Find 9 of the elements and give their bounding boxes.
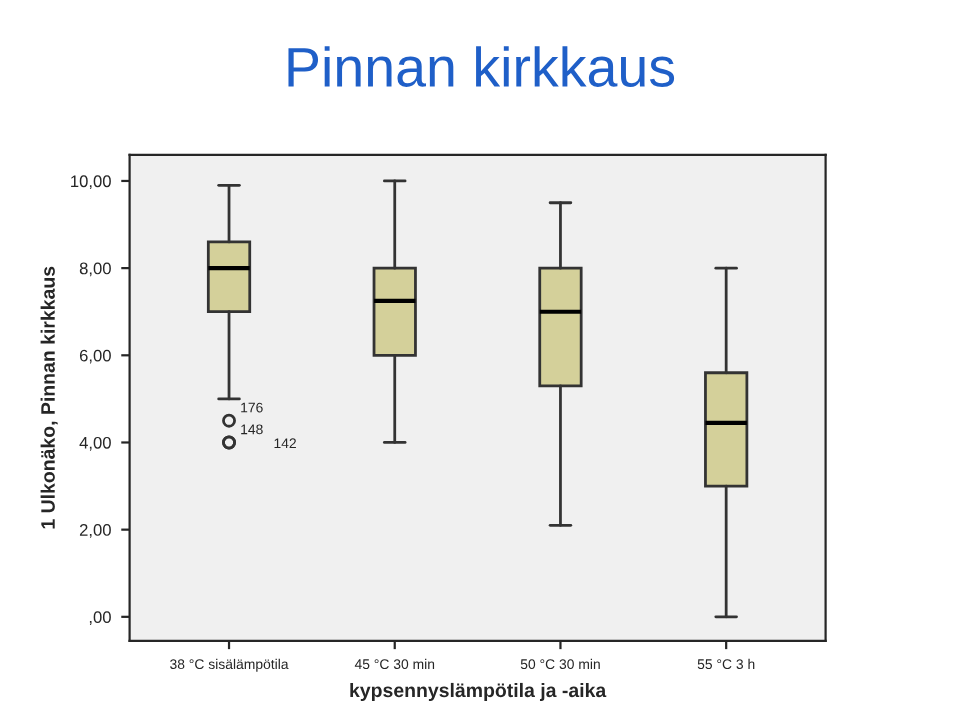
y-tick-label: 6,00 xyxy=(79,349,111,364)
y-tick-label: 10,00 xyxy=(71,175,111,190)
y-tick-label: 4,00 xyxy=(79,436,111,451)
x-axis-title: kypsennyslämpötila ja -aika xyxy=(350,682,607,702)
y-tick-label: 2,00 xyxy=(79,524,111,538)
y-tick-label: 8,00 xyxy=(79,262,111,277)
y-axis-title: 1 Ulkonäko, Pinnan kirkkaus xyxy=(40,266,58,529)
chart-title: Pinnan kirkkaus xyxy=(288,46,675,87)
y-tick-label: ,00 xyxy=(89,611,111,625)
